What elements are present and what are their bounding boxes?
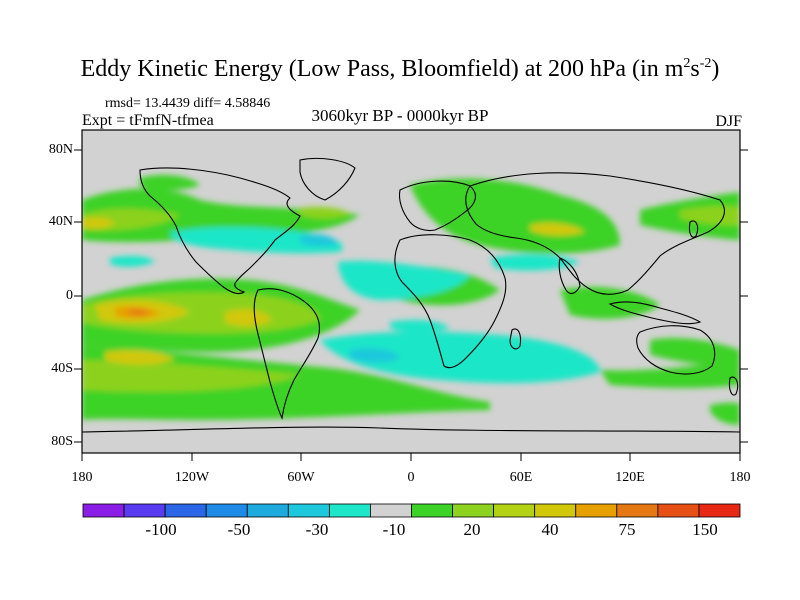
contour-green-southern-band-east bbox=[600, 360, 740, 389]
colorbar-swatch bbox=[411, 503, 453, 518]
contour-cyan-africa bbox=[338, 260, 470, 300]
contour-green-pacific-north bbox=[82, 188, 360, 243]
coastline-india bbox=[558, 257, 581, 295]
experiment-label: Expt = tFmfN-tfmea bbox=[82, 112, 214, 129]
contour-green-southern-band bbox=[82, 345, 490, 420]
lon-label-180w: 180 bbox=[71, 470, 93, 485]
coastline-africa bbox=[394, 234, 507, 369]
lat-label-40n: 40N bbox=[48, 214, 73, 229]
colorbar-swatch bbox=[82, 503, 125, 518]
contour-yellow-eurasia bbox=[530, 222, 585, 236]
colorbar-swatch bbox=[616, 503, 659, 518]
colorbar-swatch bbox=[123, 503, 166, 518]
contour-darkorange-tropics bbox=[128, 309, 150, 316]
colorbar-label: 40 bbox=[541, 520, 559, 539]
coastline-europe bbox=[398, 180, 476, 232]
lon-label-120w: 120W bbox=[174, 470, 210, 485]
coastline-south-america bbox=[253, 288, 321, 420]
lat-label-80n: 80N bbox=[48, 142, 73, 157]
colorbar-label: -100 bbox=[145, 520, 177, 539]
contour-cyan-nw-pacific bbox=[110, 255, 155, 267]
colorbar-label: -50 bbox=[227, 520, 251, 539]
colorbar-swatch bbox=[493, 503, 536, 518]
colorbar-swatch bbox=[534, 503, 577, 518]
colorbar bbox=[82, 503, 741, 518]
coastline-antarctica bbox=[82, 426, 740, 433]
contour-cyan-central bbox=[390, 320, 450, 333]
coastline-madagascar bbox=[509, 328, 522, 350]
contour-cyan-south-atlantic bbox=[320, 331, 600, 384]
lon-label-0: 0 bbox=[407, 470, 415, 485]
coastline-north-america bbox=[139, 167, 301, 295]
lat-label-0: 0 bbox=[66, 288, 73, 303]
colorbar-swatch bbox=[328, 503, 371, 518]
contour-green-seasia bbox=[560, 286, 660, 319]
contour-cyan-tropical-east bbox=[490, 254, 580, 271]
map-panel bbox=[82, 130, 740, 453]
colorbar-label: 75 bbox=[618, 520, 636, 539]
lon-label-180e: 180 bbox=[729, 470, 751, 485]
season-label: DJF bbox=[715, 113, 742, 130]
contour-yellow-north bbox=[82, 217, 115, 229]
coastline-indonesia bbox=[608, 301, 702, 325]
contour-yellow-tropics-east bbox=[225, 309, 272, 327]
axis-ticks bbox=[74, 149, 748, 461]
contour-lime-southern-band bbox=[82, 360, 300, 392]
coastline-new-zealand bbox=[728, 376, 739, 396]
colorbar-swatch bbox=[698, 503, 741, 518]
coastline-australia bbox=[636, 325, 716, 375]
contour-blue-south-atlantic bbox=[350, 348, 400, 363]
colorbar-swatch bbox=[287, 503, 330, 518]
lat-ticks bbox=[74, 149, 748, 443]
lon-label-120e: 120E bbox=[615, 470, 645, 485]
period-label: 3060kyr BP - 0000kyr BP bbox=[311, 106, 489, 125]
colorbar-swatch bbox=[657, 503, 700, 518]
contour-blue-north-atlantic bbox=[300, 234, 338, 247]
colorbar-swatch bbox=[164, 503, 207, 518]
lat-label-40s: 40S bbox=[51, 361, 73, 376]
colorbar-swatch bbox=[246, 503, 289, 518]
colorbar-label: 20 bbox=[463, 520, 481, 539]
map-title: Eddy Kinetic Energy (Low Pass, Bloomfiel… bbox=[80, 56, 720, 82]
colorbar-swatch bbox=[370, 503, 412, 518]
contour-green-arctic bbox=[140, 174, 200, 191]
coastline-greenland bbox=[299, 157, 356, 201]
colorbar-swatch bbox=[575, 503, 618, 518]
lon-label-60w: 60W bbox=[287, 470, 315, 485]
contour-field bbox=[82, 174, 740, 425]
contour-lime-north-atlantic bbox=[300, 206, 350, 219]
contour-green-se-corner bbox=[710, 402, 740, 425]
lat-label-80s: 80S bbox=[51, 434, 73, 449]
stats-label: rmsd= 13.4439 diff= 4.58846 bbox=[105, 96, 271, 111]
lon-ticks bbox=[81, 453, 741, 461]
lon-label-60e: 60E bbox=[509, 470, 533, 485]
colorbar-swatch bbox=[452, 503, 495, 518]
colorbar-label: 150 bbox=[692, 520, 718, 539]
contour-green-australia bbox=[650, 338, 740, 366]
contour-yellow-south bbox=[105, 350, 175, 365]
colorbar-label: -30 bbox=[305, 520, 329, 539]
colorbar-label: -10 bbox=[382, 520, 406, 539]
coastline-japan bbox=[688, 220, 699, 238]
coastlines bbox=[82, 157, 740, 433]
coastline-asia bbox=[465, 172, 725, 295]
contour-cyan-north-atlantic bbox=[170, 227, 343, 254]
colorbar-swatch bbox=[205, 503, 248, 518]
